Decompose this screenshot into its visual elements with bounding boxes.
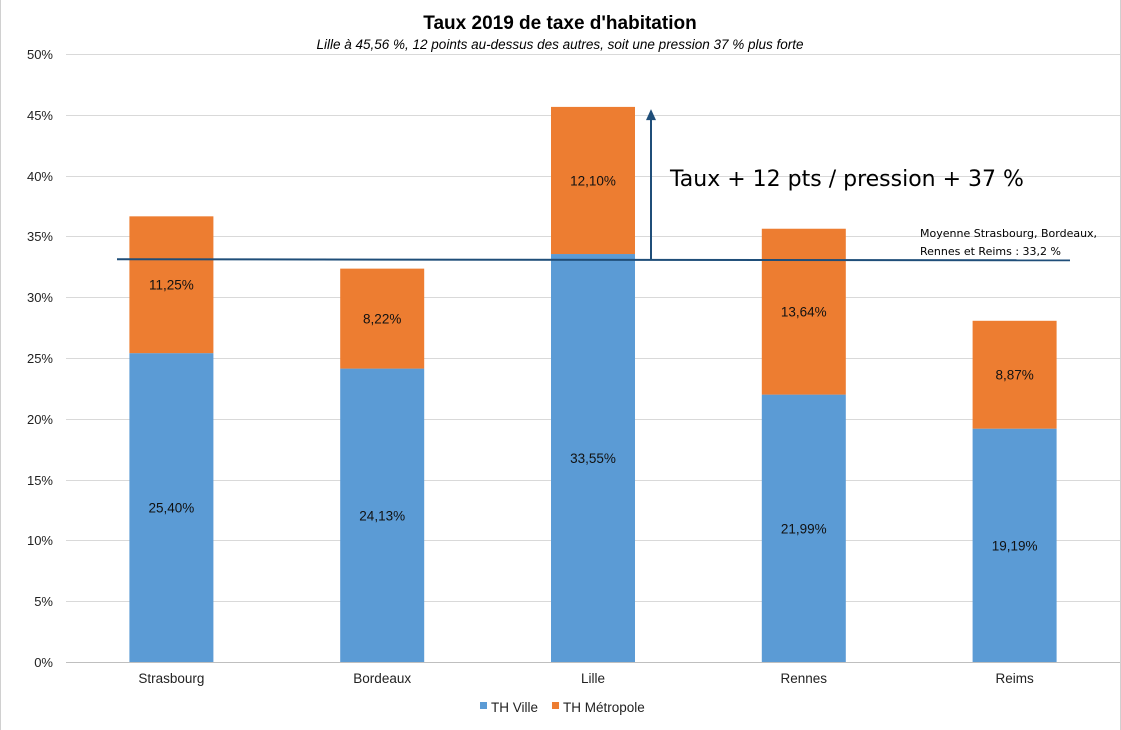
- data-label: 13,64%: [781, 305, 827, 320]
- data-label: 25,40%: [149, 501, 195, 516]
- y-tick-label: 10%: [27, 533, 53, 548]
- y-tick-label: 15%: [27, 473, 53, 488]
- chart-title: Taux 2019 de taxe d'habitation: [423, 13, 696, 34]
- data-label: 24,13%: [359, 508, 405, 523]
- y-tick-label: 35%: [27, 229, 53, 244]
- stacked-bar-chart: 25,40% 11,25% 24,13% 8,22% 33,55% 12,10% 21,99…: [0, 0, 1121, 730]
- chart-container: 25,40% 11,25% 24,13% 8,22% 33,55% 12,10% 21,99…: [0, 0, 1121, 730]
- y-tick-label: 40%: [27, 169, 53, 184]
- y-tick-label: 20%: [27, 412, 53, 427]
- x-tick-label: Reims: [995, 671, 1034, 686]
- increase-annotation-text: Taux + 12 pts / pression + 37 %: [669, 167, 1024, 192]
- average-label-line-2: Rennes et Reims : 33,2 %: [920, 245, 1061, 258]
- average-label-line-1: Moyenne Strasbourg, Bordeaux,: [920, 227, 1097, 240]
- data-label: 11,25%: [149, 278, 194, 293]
- data-label: 33,55%: [570, 451, 616, 466]
- x-tick-label: Rennes: [781, 671, 828, 686]
- data-label: 19,19%: [992, 538, 1038, 553]
- y-tick-label: 0%: [34, 655, 53, 670]
- x-tick-label: Lille: [581, 671, 605, 686]
- data-label: 8,22%: [363, 312, 401, 327]
- y-tick-label: 5%: [34, 594, 53, 609]
- chart-subtitle: Lille à 45,56 %, 12 points au-dessus des…: [316, 37, 803, 52]
- x-tick-label: Strasbourg: [138, 671, 204, 686]
- data-label: 21,99%: [781, 521, 827, 536]
- legend-swatch: [480, 702, 487, 709]
- increase-arrow-head: [646, 109, 656, 120]
- y-tick-label: 50%: [27, 47, 53, 62]
- x-tick-label: Bordeaux: [353, 671, 411, 686]
- y-tick-label: 30%: [27, 290, 53, 305]
- y-tick-label: 25%: [27, 351, 53, 366]
- y-tick-label: 45%: [27, 108, 53, 123]
- legend-label: TH Ville: [491, 700, 538, 715]
- data-label: 12,10%: [570, 173, 616, 188]
- legend: TH Ville TH Métropole: [480, 700, 645, 715]
- legend-label: TH Métropole: [563, 700, 645, 715]
- data-label: 8,87%: [995, 368, 1033, 383]
- average-reference-line: [117, 259, 1070, 260]
- legend-swatch: [552, 702, 559, 709]
